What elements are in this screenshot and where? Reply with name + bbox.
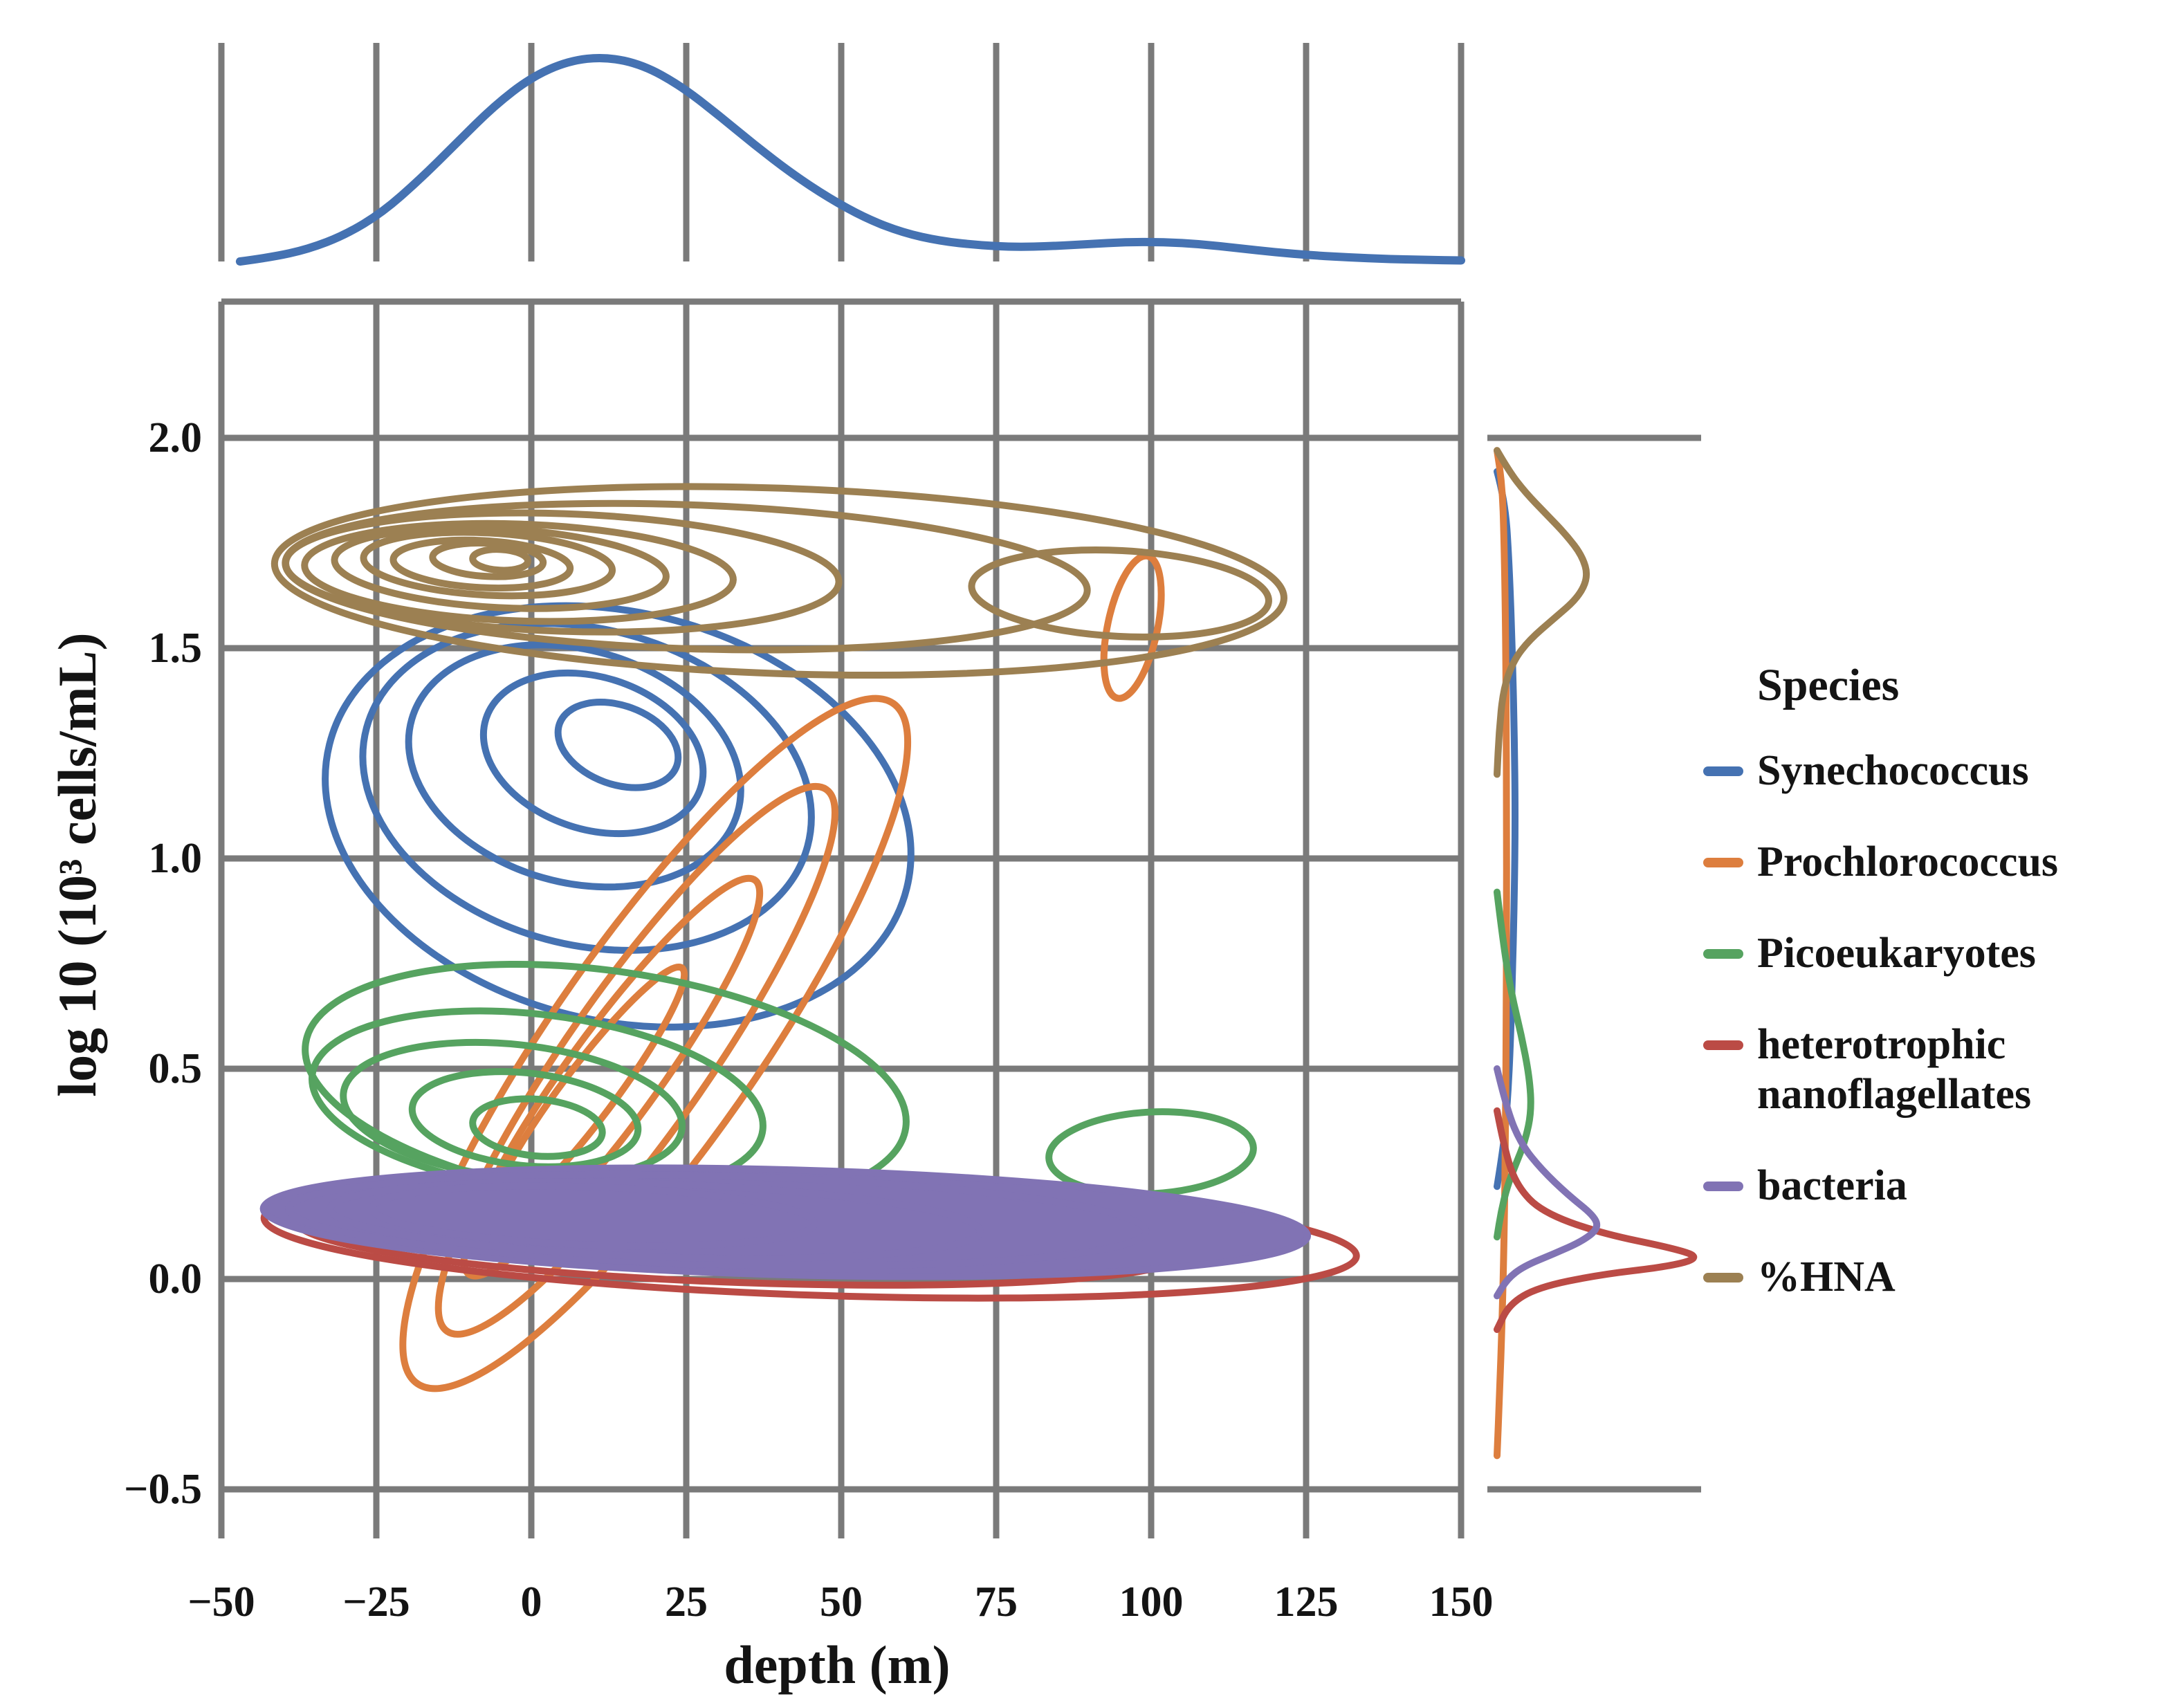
- right-marginal-kde-prochlorococcus: [1494, 447, 1510, 1460]
- contours-bacteria: [259, 1164, 1312, 1280]
- right-marginal-kde--hna: [1494, 447, 1590, 778]
- x-axis-title: depth (m): [724, 1635, 951, 1695]
- right-marginal-kde-heterotrophic-nanoflagellates: [1494, 1107, 1698, 1333]
- top-marginal-kde: [235, 53, 1465, 266]
- right-marginal-kde-picoeukaryotes: [1494, 888, 1534, 1241]
- y-tick-label: 0.5: [148, 1045, 203, 1092]
- legend-item: Synechococcus: [1703, 746, 2058, 796]
- x-tick-label: 25: [665, 1579, 708, 1626]
- y-tick-label: 1.5: [148, 625, 203, 672]
- legend-swatch-bacteria: [1703, 1181, 1743, 1191]
- x-tick-label: 150: [1429, 1579, 1494, 1626]
- legend-label: Prochlorococcus: [1757, 838, 2059, 885]
- legend-title: Species: [1757, 660, 1900, 710]
- legend-swatch-synechococcus: [1703, 766, 1743, 776]
- right-marginal-kde-bacteria: [1494, 1065, 1601, 1300]
- y-tick-label: 2.0: [148, 414, 203, 461]
- legend-item: heterotrophic nanoflagellates: [1703, 1020, 2058, 1119]
- x-tick-label: 75: [975, 1579, 1018, 1626]
- legend-label: heterotrophic nanoflagellates: [1757, 1021, 2032, 1118]
- legend-swatch-heterotrophic-nanoflagellates: [1703, 1040, 1743, 1050]
- legend-item: %HNA: [1703, 1252, 2058, 1302]
- legend-item: bacteria: [1703, 1161, 2058, 1211]
- legend-swatch-prochlorococcus: [1703, 858, 1743, 867]
- legend-label: bacteria: [1757, 1162, 1907, 1209]
- y-tick-label: 1.0: [148, 835, 203, 882]
- legend-swatch-picoeukaryotes: [1703, 949, 1743, 959]
- contours-hna: [270, 483, 1287, 679]
- legend-label: Synechococcus: [1757, 747, 2029, 794]
- x-tick-label: 0: [520, 1579, 542, 1626]
- y-tick-label: 0.0: [148, 1256, 203, 1303]
- x-tick-label: 100: [1119, 1579, 1184, 1626]
- x-tick-label: 50: [820, 1579, 863, 1626]
- legend-item: Picoeukaryotes: [1703, 928, 2058, 978]
- legend-item: Prochlorococcus: [1703, 837, 2058, 887]
- x-tick-label: −50: [187, 1579, 255, 1626]
- x-tick-label: 125: [1274, 1579, 1339, 1626]
- contours-prochlorococcus: [399, 552, 1165, 1392]
- x-tick-label: −25: [342, 1579, 410, 1626]
- legend-label: Picoeukaryotes: [1757, 930, 2036, 977]
- y-tick-label: −0.5: [124, 1466, 202, 1513]
- contours-synechococcus: [322, 602, 915, 1031]
- legend-swatch-hna: [1703, 1273, 1743, 1282]
- legend: Species Synechococcus Prochlorococcus Pi…: [1703, 659, 2058, 1343]
- legend-label: %HNA: [1757, 1253, 1896, 1300]
- grid-lines: [218, 43, 1701, 1538]
